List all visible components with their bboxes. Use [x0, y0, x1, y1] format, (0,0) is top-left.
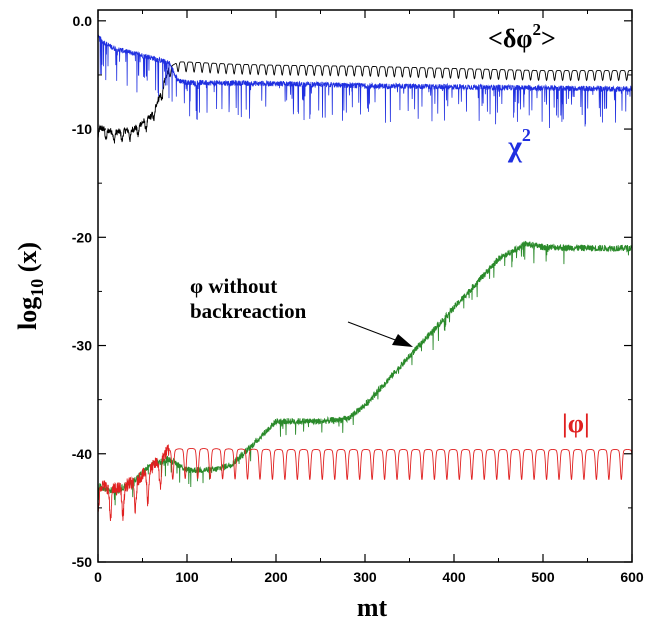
abs-phi-label: |φ| — [562, 409, 590, 438]
x-tick-label: 500 — [531, 569, 555, 585]
chi-label: χ2 — [507, 125, 531, 163]
y-tick-label: -40 — [72, 446, 92, 462]
chi-label-main: χ — [507, 130, 523, 163]
y-axis-title-sub: 10 — [27, 279, 47, 297]
chi-label-sup: 2 — [522, 125, 531, 145]
y-axis-title: log10 (x) — [13, 242, 47, 330]
plot-frame — [97, 9, 633, 563]
x-axis-title: mt — [357, 593, 388, 622]
series-line — [98, 240, 632, 506]
x-tick-label: 100 — [175, 569, 199, 585]
x-tick-label: 200 — [264, 569, 288, 585]
series-line — [98, 61, 632, 144]
delta-phi-label-close: > — [541, 24, 556, 53]
series-line — [98, 444, 632, 522]
series-layer — [98, 34, 632, 522]
x-tick-label: 600 — [620, 569, 644, 585]
y-axis-title-main: log — [13, 297, 42, 330]
y-axis-title-rest: (x) — [13, 242, 42, 279]
y-tick-label: -10 — [72, 121, 92, 137]
y-tick-label: -50 — [72, 554, 92, 570]
x-tick-label: 400 — [442, 569, 466, 585]
series-line — [98, 34, 632, 129]
y-tick-label: 0.0 — [73, 13, 93, 29]
delta-phi-label-sup: 2 — [533, 20, 542, 39]
delta-phi-label-main: <δφ — [488, 24, 533, 53]
ticks-layer: 0 100 200 300 400 500 600 0.0 -10 -20 -30 -40 -50 — [72, 10, 644, 585]
delta-phi-label: <δφ2> — [488, 20, 556, 53]
phi-without-backreaction-label-line2: backreaction — [190, 299, 307, 323]
phi-without-backreaction-label-line1: φ without — [190, 274, 277, 298]
annotation-arrow-line — [347, 321, 399, 342]
x-tick-label: 0 — [94, 569, 102, 585]
annotation-arrow-head — [392, 334, 413, 347]
y-tick-label: -20 — [72, 229, 92, 245]
x-tick-label: 300 — [353, 569, 377, 585]
y-tick-label: -30 — [72, 338, 92, 354]
